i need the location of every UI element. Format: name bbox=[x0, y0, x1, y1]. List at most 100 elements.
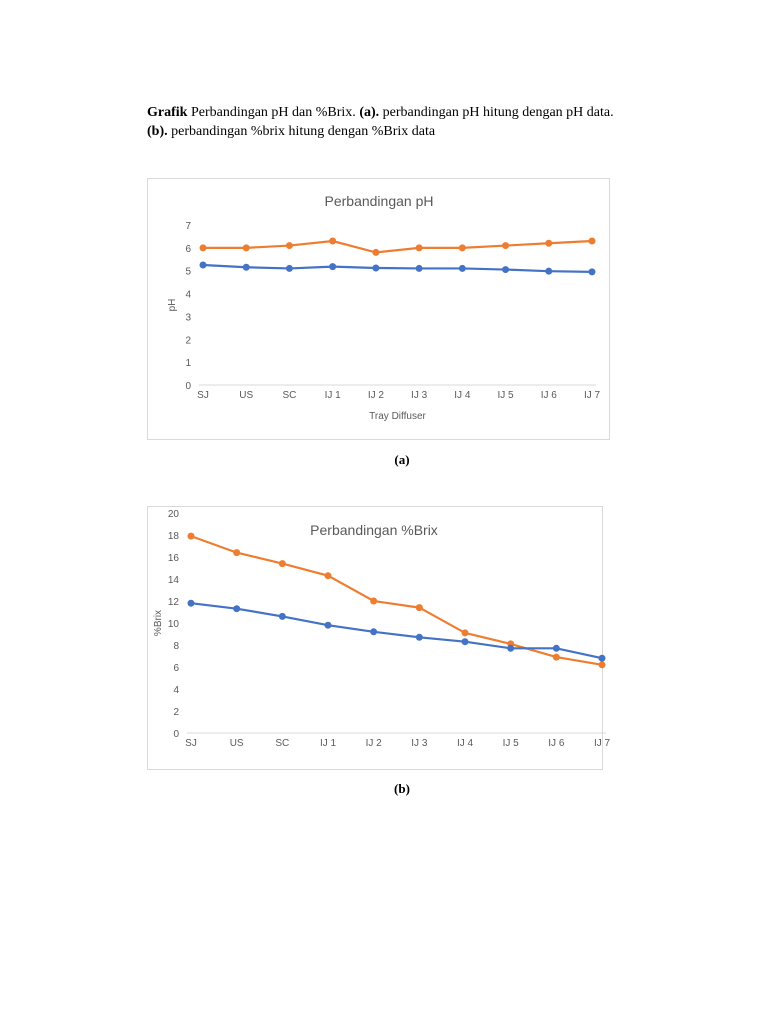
y-axis-title: %Brix bbox=[153, 610, 164, 636]
chart-title: Perbandingan pH bbox=[325, 193, 434, 209]
x-tick-label: IJ 5 bbox=[503, 738, 520, 749]
data-point bbox=[199, 244, 207, 252]
ph-chart-svg: Perbandingan pH 0 1 2 3 4 5 6 7 SJ US SC IJ 1 IJ 2 IJ … bbox=[167, 193, 601, 422]
data-point bbox=[199, 261, 207, 269]
y-tick-label: 5 bbox=[185, 267, 191, 278]
y-tick-label: 4 bbox=[185, 290, 191, 301]
y-tick-label: 0 bbox=[173, 729, 179, 740]
data-point bbox=[242, 244, 250, 252]
data-point bbox=[370, 597, 378, 605]
y-tick-label: 6 bbox=[173, 663, 179, 674]
data-point bbox=[278, 612, 286, 620]
data-point bbox=[329, 237, 337, 245]
y-tick-label: 18 bbox=[168, 531, 180, 542]
data-point bbox=[324, 621, 332, 629]
brix-chart: Perbandingan %Brix 0 2 4 6 8 10 12 14 16 18 20 SJ US S… bbox=[147, 506, 610, 770]
data-point bbox=[278, 560, 286, 568]
data-point bbox=[502, 266, 510, 274]
data-point bbox=[588, 268, 596, 276]
data-point bbox=[458, 264, 466, 272]
y-tick-label: 14 bbox=[168, 575, 180, 586]
series-line-0 bbox=[190, 535, 603, 666]
caption-bold-b: (b). bbox=[147, 124, 168, 139]
x-tick-label: SC bbox=[275, 738, 289, 749]
data-point bbox=[285, 264, 293, 272]
data-point bbox=[545, 239, 553, 247]
series-line-1 bbox=[202, 263, 593, 273]
data-point bbox=[415, 604, 423, 612]
x-tick-label: US bbox=[230, 738, 244, 749]
x-tick-label: IJ 2 bbox=[366, 738, 383, 749]
data-point bbox=[415, 633, 423, 641]
series-line-1 bbox=[190, 602, 603, 660]
data-point bbox=[598, 654, 606, 662]
x-tick-label: IJ 7 bbox=[594, 738, 611, 749]
x-tick-label: IJ 1 bbox=[320, 738, 337, 749]
y-tick-label: 8 bbox=[173, 641, 179, 652]
y-tick-label: 0 bbox=[185, 381, 191, 392]
x-tick-label: IJ 3 bbox=[411, 738, 428, 749]
caption-text: perbandingan pH hitung dengan pH data. bbox=[379, 105, 614, 120]
y-tick-label: 20 bbox=[168, 509, 180, 520]
caption-bold-a: (a). bbox=[359, 105, 380, 120]
x-tick-label: US bbox=[239, 390, 253, 401]
subfigure-label-b: (b) bbox=[394, 781, 410, 796]
data-point bbox=[187, 599, 195, 607]
data-point bbox=[545, 267, 553, 275]
x-tick-label: IJ 5 bbox=[497, 390, 514, 401]
chart-title: Perbandingan %Brix bbox=[310, 522, 438, 538]
subfigure-label-a: (a) bbox=[394, 452, 410, 467]
caption-bold-grafik: Grafik bbox=[147, 105, 188, 120]
x-tick-label: IJ 4 bbox=[454, 390, 471, 401]
data-point bbox=[415, 244, 423, 252]
data-point bbox=[233, 605, 241, 613]
data-point bbox=[233, 549, 241, 557]
y-tick-label: 1 bbox=[185, 358, 191, 369]
x-tick-label: SJ bbox=[185, 738, 197, 749]
y-tick-label: 2 bbox=[185, 335, 191, 346]
x-tick-label: IJ 4 bbox=[457, 738, 474, 749]
y-tick-label: 12 bbox=[168, 597, 180, 608]
data-point bbox=[458, 244, 466, 252]
x-tick-label: IJ 1 bbox=[325, 390, 342, 401]
data-point bbox=[461, 638, 469, 646]
data-point bbox=[552, 653, 560, 661]
data-point bbox=[242, 263, 250, 271]
y-tick-label: 16 bbox=[168, 553, 180, 564]
x-axis-title: Tray Diffuser bbox=[369, 411, 426, 422]
data-point bbox=[415, 264, 423, 272]
data-point bbox=[552, 644, 560, 652]
y-tick-label: 10 bbox=[168, 619, 180, 630]
y-axis-title: pH bbox=[167, 299, 178, 312]
caption-text: perbandingan %brix hitung dengan %Brix d… bbox=[167, 124, 436, 139]
x-tick-label: SJ bbox=[197, 390, 209, 401]
y-tick-label: 4 bbox=[173, 685, 179, 696]
data-point bbox=[187, 532, 195, 540]
ph-chart: Perbandingan pH 0 1 2 3 4 5 6 7 SJ US SC IJ 1 IJ 2 IJ … bbox=[147, 178, 610, 440]
caption-text: Perbandingan pH dan %Brix. bbox=[187, 105, 360, 120]
data-point bbox=[324, 572, 332, 580]
x-tick-label: IJ 2 bbox=[368, 390, 385, 401]
data-point bbox=[370, 628, 378, 636]
y-tick-label: 2 bbox=[173, 707, 179, 718]
data-point bbox=[461, 629, 469, 637]
data-point bbox=[502, 242, 510, 250]
x-tick-label: IJ 6 bbox=[541, 390, 558, 401]
brix-chart-svg: Perbandingan %Brix 0 2 4 6 8 10 12 14 16 18 20 SJ US S… bbox=[153, 509, 610, 749]
data-point bbox=[588, 237, 596, 245]
data-point bbox=[285, 242, 293, 250]
data-point bbox=[507, 644, 515, 652]
x-tick-label: IJ 3 bbox=[411, 390, 428, 401]
x-tick-label: SC bbox=[282, 390, 296, 401]
x-tick-label: IJ 7 bbox=[584, 390, 601, 401]
x-tick-label: IJ 6 bbox=[548, 738, 565, 749]
data-point bbox=[372, 264, 380, 272]
series-line-0 bbox=[203, 239, 593, 254]
y-tick-label: 3 bbox=[185, 312, 191, 323]
data-point bbox=[598, 661, 606, 669]
data-point bbox=[372, 248, 380, 256]
figure-caption: Grafik Perbandingan pH dan %Brix. (a). p… bbox=[147, 103, 637, 141]
y-tick-label: 6 bbox=[185, 244, 191, 255]
data-point bbox=[329, 263, 337, 271]
